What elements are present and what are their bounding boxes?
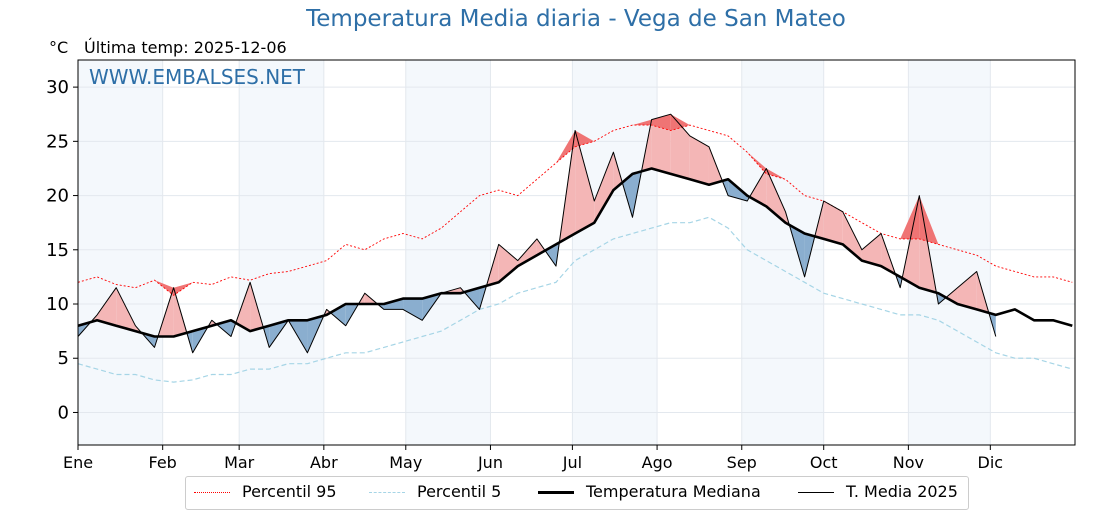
fill-above-median [823, 200, 843, 245]
fill-above-p95 [556, 130, 576, 164]
x-tick-label: May [389, 453, 422, 472]
y-tick-label: 30 [46, 77, 69, 98]
x-tick-label: Jul [562, 453, 582, 472]
fill-above-p95 [670, 114, 690, 131]
legend-label: Percentil 5 [417, 482, 502, 501]
month-band [78, 60, 163, 445]
fill-above-median [749, 168, 767, 207]
legend-item-p95: Percentil 95 [194, 482, 337, 501]
fill-above-median [946, 287, 958, 305]
legend-label: Percentil 95 [242, 482, 337, 501]
fill-above-median [116, 287, 136, 332]
month-band [405, 60, 491, 445]
legend-item-median: Temperatura Mediana [538, 482, 761, 501]
x-tick-label: Ago [642, 453, 673, 472]
axes: Ene Feb Mar Abr May Jun Jul Ago Sep Oct Nov Dic 0 5 10… [46, 77, 1003, 472]
y-tick-label: 10 [46, 294, 69, 315]
legend-label: Temperatura Mediana [586, 482, 761, 501]
y-axis-unit: °C [49, 38, 69, 57]
month-band [741, 60, 824, 445]
legend: Percentil 95 Percentil 5 Temperatura Med… [185, 476, 969, 510]
y-tick-label: 5 [58, 348, 69, 369]
fill-below-median [403, 298, 423, 321]
x-tick-label: Feb [149, 453, 177, 472]
fill-below-median [383, 298, 404, 310]
fill-above-median [517, 238, 537, 267]
x-tick-label: Dic [978, 453, 1004, 472]
x-tick-label: Oct [810, 453, 838, 472]
legend-swatch-median [538, 491, 574, 494]
fill-above-median [613, 152, 623, 191]
fill-above-p95 [575, 130, 595, 147]
y-tick-label: 20 [46, 186, 69, 207]
fill-below-median [622, 173, 633, 218]
last-temp-label: Última temp: 2025-12-06 [84, 38, 287, 57]
month-band [572, 60, 658, 445]
fill-above-median [957, 271, 977, 310]
chart-title: Temperatura Media diaria - Vega de San M… [306, 6, 846, 32]
plot-frame [77, 59, 1076, 446]
legend-swatch-p95 [194, 492, 230, 493]
fill-above-median [575, 130, 595, 234]
legend-item-p5: Percentil 5 [369, 482, 501, 501]
series-lines [77, 113, 1073, 383]
fill-above-median [97, 287, 117, 326]
line-t-media-2025 [77, 113, 997, 354]
fill-above-median [861, 233, 882, 267]
fill-above-median [594, 152, 614, 223]
watermark: WWW.EMBALSES.NET [89, 65, 306, 89]
y-tick-label: 25 [46, 131, 69, 152]
fill-above-median [689, 135, 709, 185]
x-tick-label: Nov [893, 453, 924, 472]
line-percentil-5 [77, 216, 1073, 383]
deviation-fills [78, 114, 996, 353]
x-tick-label: Abr [310, 453, 338, 472]
y-tick-label: 15 [46, 240, 69, 261]
legend-label: T. Media 2025 [846, 482, 958, 501]
legend-swatch-media2025 [798, 492, 834, 493]
x-tick-label: Sep [727, 453, 757, 472]
x-tick-label: Mar [224, 453, 255, 472]
fill-below-median [330, 304, 346, 326]
x-tick-label: Ene [63, 453, 93, 472]
fill-above-p95 [900, 195, 920, 239]
y-tick-label: 0 [58, 402, 69, 423]
fill-above-p95 [919, 195, 939, 245]
fill-above-p95 [632, 119, 652, 126]
fill-below-median [938, 293, 947, 305]
fill-above-median [235, 282, 251, 332]
month-band [239, 60, 324, 445]
line-percentil-95 [77, 124, 1073, 296]
legend-item-media2025: T. Media 2025 [798, 482, 958, 501]
fill-above-p95 [766, 168, 786, 180]
line-temperatura-mediana [77, 167, 1073, 338]
x-tick-label: Jun [477, 453, 503, 472]
fill-above-median [498, 244, 518, 283]
fill-below-median [464, 287, 480, 310]
legend-swatch-p5 [369, 492, 405, 493]
